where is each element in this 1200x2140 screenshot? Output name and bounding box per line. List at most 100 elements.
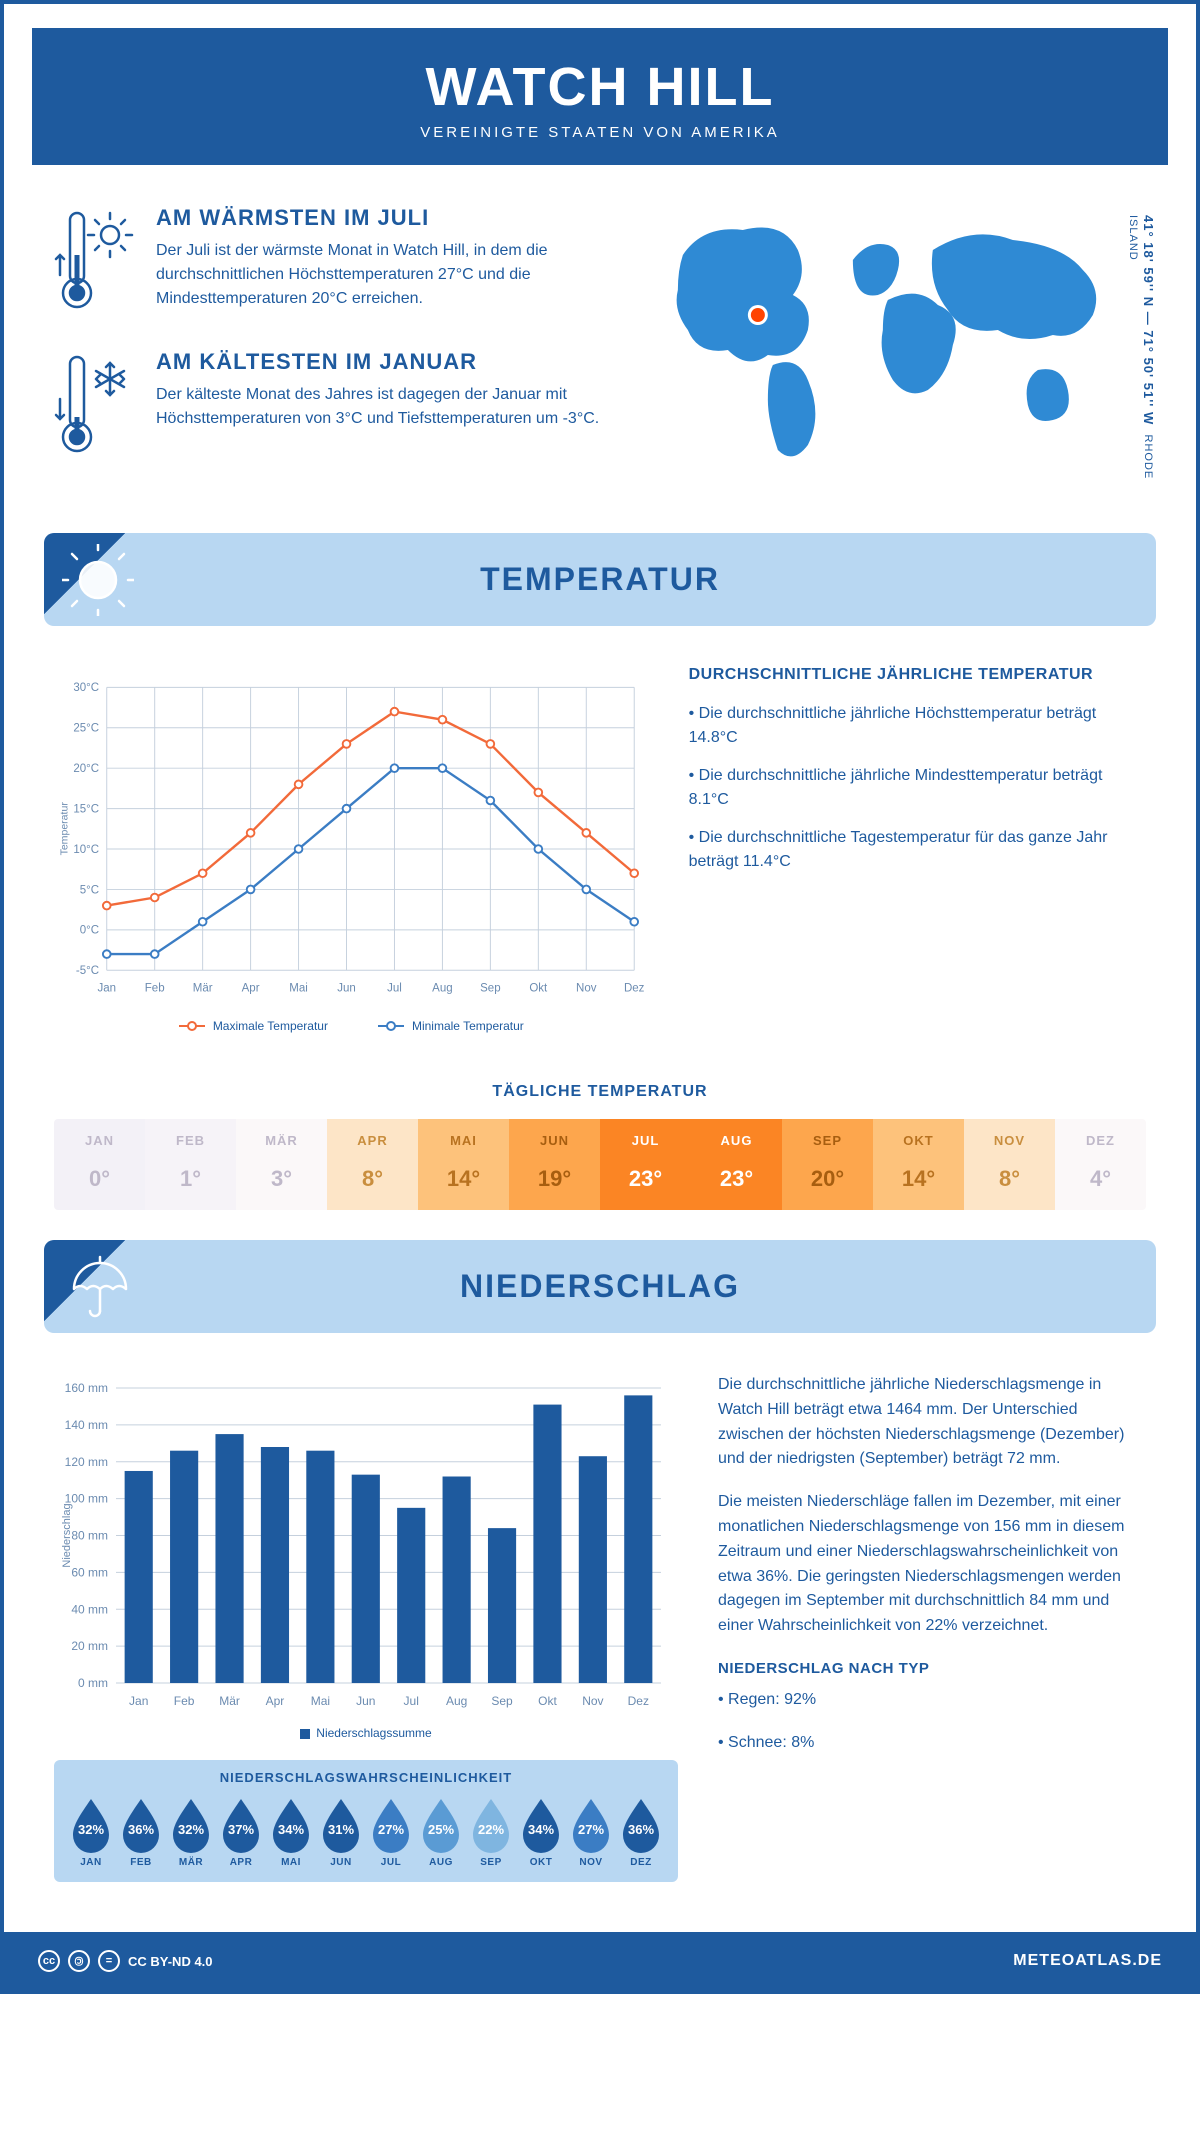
svg-text:15°C: 15°C [73, 803, 99, 815]
page-title: WATCH HILL [52, 56, 1148, 118]
probability-drop: 32% JAN [68, 1795, 114, 1868]
daily-temp-cell: APR8° [327, 1119, 418, 1210]
coldest-fact: AM KÄLTESTEN IM JANUAR Der kälteste Mona… [54, 349, 610, 459]
umbrella-icon [62, 1251, 134, 1323]
precipitation-summary: Die durchschnittliche jährliche Niedersc… [718, 1373, 1146, 1882]
site-name: METEOATLAS.DE [1013, 1952, 1162, 1970]
svg-text:5°C: 5°C [80, 884, 99, 896]
daily-temp-cell: JUL23° [600, 1119, 691, 1210]
svg-text:Jun: Jun [356, 1694, 375, 1708]
svg-text:Okt: Okt [529, 982, 548, 994]
svg-text:0°C: 0°C [80, 925, 99, 937]
precipitation-chart: 0 mm20 mm40 mm60 mm80 mm100 mm120 mm140 … [54, 1373, 678, 1882]
precipitation-heading: NIEDERSCHLAG [64, 1268, 1136, 1305]
svg-text:Mai: Mai [289, 982, 308, 994]
svg-text:80 mm: 80 mm [71, 1529, 108, 1543]
daily-temp-cell: OKT14° [873, 1119, 964, 1210]
page-subtitle: VEREINIGTE STAATEN VON AMERIKA [52, 124, 1148, 141]
precip-type-title: NIEDERSCHLAG NACH TYP [718, 1657, 1146, 1680]
legend-precip: Niederschlagssumme [316, 1726, 431, 1740]
svg-text:160 mm: 160 mm [65, 1381, 108, 1395]
probability-drop: 25% AUG [418, 1795, 464, 1868]
svg-text:Nov: Nov [582, 1694, 603, 1708]
svg-text:Sep: Sep [491, 1694, 513, 1708]
svg-text:Jan: Jan [97, 982, 116, 994]
svg-text:0 mm: 0 mm [78, 1676, 108, 1690]
daily-temp-cell: AUG23° [691, 1119, 782, 1210]
warmest-body: Der Juli ist der wärmste Monat in Watch … [156, 239, 610, 311]
warmest-fact: AM WÄRMSTEN IM JULI Der Juli ist der wär… [54, 205, 610, 315]
svg-text:20 mm: 20 mm [71, 1639, 108, 1653]
svg-text:Dez: Dez [624, 982, 645, 994]
sun-icon [62, 544, 134, 616]
intro-section: AM WÄRMSTEN IM JULI Der Juli ist der wär… [4, 165, 1196, 513]
thermometer-hot-icon [54, 205, 134, 315]
daily-temp-cell: NOV8° [964, 1119, 1055, 1210]
precipitation-banner: NIEDERSCHLAG [44, 1240, 1156, 1333]
location-marker [751, 308, 765, 322]
probability-drop: 34% OKT [518, 1795, 564, 1868]
svg-text:Niederschlag: Niederschlag [61, 1503, 73, 1567]
svg-text:20°C: 20°C [73, 763, 99, 775]
legend-min-temp: Minimale Temperatur [412, 1019, 524, 1033]
svg-text:Jan: Jan [129, 1694, 148, 1708]
daily-temp-cell: JAN0° [54, 1119, 145, 1210]
svg-text:140 mm: 140 mm [65, 1418, 108, 1432]
daily-temp-row: JAN0°FEB1°MÄR3°APR8°MAI14°JUN19°JUL23°AU… [54, 1119, 1146, 1210]
svg-text:Okt: Okt [538, 1694, 557, 1708]
probability-drop: 34% MAI [268, 1795, 314, 1868]
svg-text:40 mm: 40 mm [71, 1602, 108, 1616]
svg-text:Apr: Apr [266, 1694, 285, 1708]
svg-text:60 mm: 60 mm [71, 1565, 108, 1579]
temperature-chart: -5°C 0°C 5°C 10°C 15°C 20°C 25°C 30°C Jan Feb Mär A… [54, 666, 649, 1033]
legend-max-temp: Maximale Temperatur [213, 1019, 328, 1033]
daily-temp-cell: MÄR3° [236, 1119, 327, 1210]
header: WATCH HILL VEREINIGTE STAATEN VON AMERIK… [32, 28, 1168, 165]
svg-text:Nov: Nov [576, 982, 597, 994]
daily-temp-cell: MAI14° [418, 1119, 509, 1210]
probability-title: NIEDERSCHLAGSWAHRSCHEINLICHKEIT [68, 1770, 664, 1785]
svg-text:120 mm: 120 mm [65, 1455, 108, 1469]
svg-text:Apr: Apr [242, 982, 260, 994]
daily-temp-title: TÄGLICHE TEMPERATUR [4, 1083, 1196, 1101]
probability-drop: 36% DEZ [618, 1795, 664, 1868]
probability-drop: 31% JUN [318, 1795, 364, 1868]
footer: cc🄯= CC BY-ND 4.0 METEOATLAS.DE [4, 1932, 1196, 1990]
daily-temp-cell: DEZ4° [1055, 1119, 1146, 1210]
svg-text:Feb: Feb [145, 982, 165, 994]
svg-text:Jul: Jul [404, 1694, 419, 1708]
svg-text:Mär: Mär [219, 1694, 240, 1708]
warmest-title: AM WÄRMSTEN IM JULI [156, 205, 610, 231]
probability-box: NIEDERSCHLAGSWAHRSCHEINLICHKEIT 32% JAN … [54, 1760, 678, 1882]
temperature-banner: TEMPERATUR [44, 533, 1156, 626]
svg-text:Mär: Mär [193, 982, 213, 994]
probability-drop: 37% APR [218, 1795, 264, 1868]
svg-text:Jun: Jun [337, 982, 356, 994]
probability-drop: 27% NOV [568, 1795, 614, 1868]
temperature-heading: TEMPERATUR [64, 561, 1136, 598]
coordinates: 41° 18' 59'' N — 71° 50' 51'' W RHODE IS… [1126, 215, 1156, 493]
license: cc🄯= CC BY-ND 4.0 [38, 1950, 213, 1972]
svg-text:Aug: Aug [432, 982, 452, 994]
world-map [640, 205, 1146, 465]
probability-drop: 27% JUL [368, 1795, 414, 1868]
svg-text:Sep: Sep [480, 982, 500, 994]
daily-temp-cell: SEP20° [782, 1119, 873, 1210]
svg-text:-5°C: -5°C [76, 965, 99, 977]
coldest-body: Der kälteste Monat des Jahres ist dagege… [156, 383, 610, 431]
daily-temp-cell: FEB1° [145, 1119, 236, 1210]
svg-text:Temperatur: Temperatur [58, 802, 70, 856]
probability-drop: 32% MÄR [168, 1795, 214, 1868]
svg-text:Aug: Aug [446, 1694, 467, 1708]
coldest-title: AM KÄLTESTEN IM JANUAR [156, 349, 610, 375]
probability-drop: 36% FEB [118, 1795, 164, 1868]
svg-text:30°C: 30°C [73, 682, 99, 694]
temp-summary-title: DURCHSCHNITTLICHE JÄHRLICHE TEMPERATUR [689, 666, 1146, 684]
svg-text:Dez: Dez [628, 1694, 649, 1708]
daily-temp-cell: JUN19° [509, 1119, 600, 1210]
svg-text:10°C: 10°C [73, 844, 99, 856]
svg-text:Jul: Jul [387, 982, 402, 994]
svg-text:Feb: Feb [174, 1694, 195, 1708]
svg-text:Mai: Mai [311, 1694, 330, 1708]
svg-text:25°C: 25°C [73, 723, 99, 735]
